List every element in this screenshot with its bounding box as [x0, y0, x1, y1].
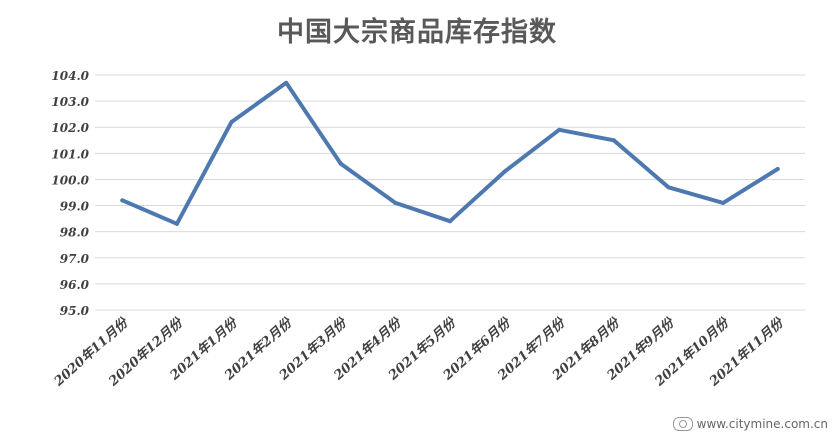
- y-tick-label: 104.0: [51, 69, 89, 83]
- data-point: [775, 167, 780, 171]
- y-tick-label: 96.0: [60, 278, 90, 292]
- y-tick-label: 100.0: [51, 173, 89, 187]
- y-tick-label: 95.0: [60, 304, 90, 318]
- data-point: [174, 221, 179, 226]
- data-point: [338, 161, 343, 166]
- data-point: [229, 120, 234, 124]
- data-point: [666, 185, 671, 190]
- citymine-logo-icon: [672, 417, 693, 431]
- data-point: [557, 127, 562, 132]
- data-point: [721, 200, 726, 205]
- y-tick-label: 99.0: [60, 200, 90, 214]
- data-point: [120, 198, 125, 203]
- y-tick-label: 101.0: [51, 147, 89, 161]
- y-tick-label: 102.0: [51, 121, 89, 135]
- y-tick-label: 97.0: [60, 252, 90, 266]
- watermark-text: www.citymine.com.cn: [696, 417, 828, 431]
- data-point: [284, 80, 289, 85]
- chart-title: 中国大宗商品库存指数: [277, 17, 557, 48]
- data-point: [393, 200, 398, 205]
- y-tick-label: 103.0: [51, 95, 89, 109]
- data-point: [448, 219, 452, 224]
- data-point: [611, 138, 616, 143]
- y-tick-label: 98.0: [60, 226, 90, 240]
- watermark: www.citymine.com.cn: [672, 417, 828, 431]
- data-point: [502, 169, 507, 174]
